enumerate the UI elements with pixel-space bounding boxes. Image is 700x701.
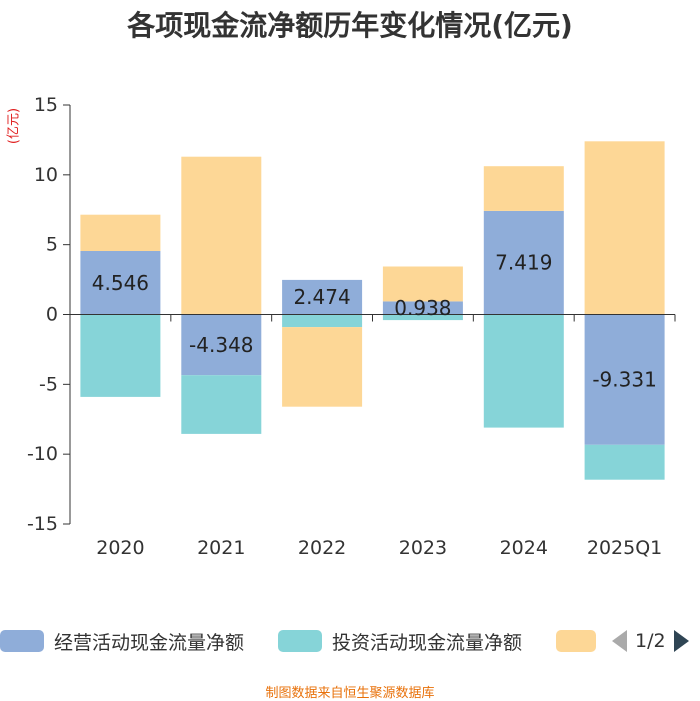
x-tick-label: 2025Q1	[587, 537, 662, 559]
x-tick-label: 2024	[500, 537, 548, 559]
bar-operating-2025Q1[interactable]	[584, 314, 665, 445]
bar-financing-2022[interactable]	[282, 327, 363, 407]
bar-operating-2020[interactable]	[80, 251, 161, 315]
prev-page-icon[interactable]	[612, 630, 627, 652]
y-axis-unit-label: (亿元)	[7, 108, 22, 144]
y-tick-label: -15	[27, 513, 58, 535]
bar-operating-2022[interactable]	[282, 279, 363, 315]
legend-swatch-investing	[278, 630, 322, 652]
bar-investing-2022[interactable]	[282, 314, 363, 328]
x-tick-label: 2021	[197, 537, 245, 559]
bar-financing-2021[interactable]	[181, 156, 262, 315]
x-tick-label: 2023	[399, 537, 447, 559]
legend-pager: 1/2	[612, 626, 689, 656]
bar-investing-2023[interactable]	[382, 314, 463, 321]
y-tick-label: 5	[46, 234, 58, 256]
legend-swatch-financing	[556, 630, 596, 652]
data-label-2025Q1: -9.331	[592, 368, 656, 392]
bar-operating-2023[interactable]	[382, 301, 463, 315]
x-tick-label: 2020	[96, 537, 144, 559]
y-tick-label: -10	[27, 443, 58, 465]
legend-label-investing: 投资活动现金流量净额	[332, 631, 523, 654]
legend-item-financing[interactable]	[556, 626, 606, 656]
bar-operating-2021[interactable]	[181, 314, 262, 376]
bar-financing-2023[interactable]	[382, 266, 463, 302]
chart-title: 各项现金流净额历年变化情况(亿元)	[127, 9, 573, 42]
y-tick-label: 10	[34, 164, 58, 186]
y-tick-label: -5	[39, 373, 58, 395]
legend: 经营活动现金流量净额 投资活动现金流量净额	[0, 626, 700, 656]
source-footer: 制图数据来自恒生聚源数据库	[265, 686, 435, 701]
legend-page-indicator: 1/2	[635, 630, 666, 652]
data-label-2023: 0.938	[394, 296, 451, 320]
bar-operating-2024[interactable]	[483, 210, 564, 315]
legend-item-investing[interactable]: 投资活动现金流量净额	[278, 626, 522, 656]
data-label-2024: 7.419	[495, 251, 552, 275]
x-tick-label: 2022	[298, 537, 346, 559]
legend-swatch-operating	[0, 630, 44, 652]
data-label-2021: -4.348	[189, 333, 253, 357]
chart-plot: 15 10 5 0 -5 -10 -15 2020 2021 2022 2023 2024 2025Q1…	[7, 94, 676, 559]
legend-item-operating[interactable]: 经营活动现金流量净额	[0, 626, 244, 656]
y-tick-label: 0	[46, 304, 58, 326]
bar-investing-2020[interactable]	[80, 314, 161, 397]
bar-investing-2025Q1[interactable]	[584, 444, 665, 480]
bar-financing-2025Q1[interactable]	[584, 141, 665, 315]
bar-investing-2021[interactable]	[181, 375, 262, 434]
y-tick-label: 15	[34, 94, 58, 116]
next-page-icon[interactable]	[673, 630, 689, 652]
bar-financing-2020[interactable]	[80, 214, 161, 251]
data-label-2022: 2.474	[293, 285, 350, 309]
bar-financing-2024[interactable]	[483, 166, 564, 211]
legend-label-operating: 经营活动现金流量净额	[54, 631, 245, 654]
data-label-2020: 4.546	[92, 271, 149, 295]
bar-investing-2024[interactable]	[483, 314, 564, 428]
